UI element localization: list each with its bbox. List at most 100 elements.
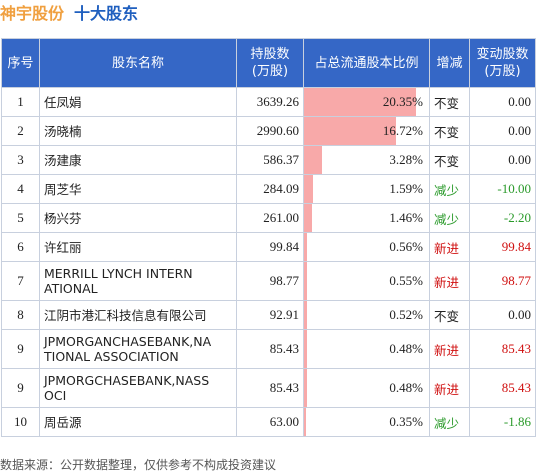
shareholder-name: 江阴市港汇科技信息有限公司 (39, 300, 237, 330)
row-seq: 10 (1, 407, 40, 437)
header-seq: 序号 (1, 38, 40, 88)
shares-held: 586.37 (236, 145, 304, 175)
change-amount: 85.43 (469, 329, 536, 369)
shareholder-name-line1: JPMORGCHASEBANK,NASS (44, 373, 210, 388)
ratio-value: 0.55% (389, 273, 423, 288)
ratio-cell: 16.72% (303, 116, 430, 146)
row-seq: 9 (1, 368, 40, 408)
shareholder-name: 周芝华 (39, 174, 237, 204)
shares-held: 284.09 (236, 174, 304, 204)
ratio-value: 20.35% (382, 94, 423, 109)
header-delta-line2: (万股) (484, 64, 521, 79)
row-seq: 6 (1, 232, 40, 262)
row-seq: 5 (1, 203, 40, 233)
ratio-bar (304, 146, 323, 174)
table-row: 4 周芝华 284.09 1.59% 减少 -10.00 (1, 174, 536, 204)
table-row: 5 杨兴芬 261.00 1.46% 减少 -2.20 (1, 203, 536, 233)
change-status: 减少 (429, 407, 470, 437)
ratio-cell: 0.52% (303, 300, 430, 330)
table-row: 10 周岳源 63.00 0.35% 减少 -1.86 (1, 407, 536, 437)
shares-held: 3639.26 (236, 87, 304, 117)
header-shares: 持股数 (万股) (236, 38, 304, 88)
shareholder-name: 周岳源 (39, 407, 237, 437)
table-row: 9 JPMORGANCHASEBANK,NA TIONAL ASSOCIATION 8… (1, 329, 536, 369)
shares-held: 261.00 (236, 203, 304, 233)
ratio-cell: 0.55% (303, 261, 430, 301)
shares-held: 98.77 (236, 261, 304, 301)
header-delta-line1: 变动股数 (476, 47, 529, 62)
ratio-value: 0.52% (389, 307, 423, 322)
change-status: 新进 (429, 261, 470, 301)
change-amount: -10.00 (469, 174, 536, 204)
ratio-cell: 3.28% (303, 145, 430, 175)
shareholder-name-line2: ATIONAL (44, 281, 98, 296)
ratio-bar (304, 175, 313, 203)
page-title: 神宇股份 十大股东 (0, 0, 138, 28)
ratio-value: 3.28% (389, 152, 423, 167)
row-seq: 1 (1, 87, 40, 117)
row-seq: 9 (1, 329, 40, 369)
ratio-value: 1.59% (389, 181, 423, 196)
shareholder-name: 汤晓楠 (39, 116, 237, 146)
ratio-cell: 0.35% (303, 407, 430, 437)
ratio-bar (304, 262, 308, 300)
table-row: 6 许红丽 99.84 0.56% 新进 99.84 (1, 232, 536, 262)
change-amount: 99.84 (469, 232, 536, 262)
ratio-bar (304, 204, 313, 232)
change-amount: 0.00 (469, 116, 536, 146)
data-source-note: 数据来源：公开数据整理，仅供参考不构成投资建议 (0, 458, 277, 472)
table-row: 1 任凤娟 3639.26 20.35% 不变 0.00 (1, 87, 536, 117)
header-change: 增减 (429, 38, 470, 88)
ratio-value: 0.48% (389, 380, 423, 395)
shares-held: 63.00 (236, 407, 304, 437)
change-status: 不变 (429, 87, 470, 117)
shareholder-name: MERRILL LYNCH INTERN ATIONAL (39, 261, 237, 301)
shares-held: 85.43 (236, 368, 304, 408)
table-row: 2 汤晓楠 2990.60 16.72% 不变 0.00 (1, 116, 536, 146)
change-amount: 0.00 (469, 300, 536, 330)
shareholder-name-line1: JPMORGANCHASEBANK,NA (44, 334, 212, 349)
ratio-value: 16.72% (382, 123, 423, 138)
ratio-bar (304, 408, 306, 436)
ratio-value: 0.35% (389, 414, 423, 429)
header-delta: 变动股数 (万股) (469, 38, 536, 88)
shareholder-name-line1: MERRILL LYNCH INTERN (44, 266, 193, 281)
shares-held: 99.84 (236, 232, 304, 262)
row-seq: 7 (1, 261, 40, 301)
shareholder-name: JPMORGANCHASEBANK,NA TIONAL ASSOCIATION (39, 329, 237, 369)
ratio-bar (304, 330, 307, 368)
shares-held: 92.91 (236, 300, 304, 330)
change-status: 不变 (429, 300, 470, 330)
change-amount: -2.20 (469, 203, 536, 233)
ratio-bar (304, 369, 307, 407)
ratio-bar (304, 301, 307, 329)
ratio-bar (304, 117, 397, 145)
change-status: 减少 (429, 203, 470, 233)
header-shares-line1: 持股数 (250, 47, 290, 62)
change-amount: 0.00 (469, 145, 536, 175)
table-row: 7 MERRILL LYNCH INTERN ATIONAL 98.77 0.55% 新进… (1, 261, 536, 301)
table-row: 9 JPMORGCHASEBANK,NASS OCI 85.43 0.48% 新进 85.4… (1, 368, 536, 408)
row-seq: 8 (1, 300, 40, 330)
company-name: 神宇股份 (0, 4, 65, 23)
shares-held: 85.43 (236, 329, 304, 369)
change-amount: 0.00 (469, 87, 536, 117)
change-status: 不变 (429, 145, 470, 175)
change-status: 新进 (429, 232, 470, 262)
change-amount: 85.43 (469, 368, 536, 408)
change-status: 新进 (429, 368, 470, 408)
shareholder-name: 任凤娟 (39, 87, 237, 117)
section-title: 十大股东 (74, 4, 139, 23)
ratio-cell: 0.48% (303, 329, 430, 369)
header-shares-line2: (万股) (251, 64, 289, 79)
shares-held: 2990.60 (236, 116, 304, 146)
row-seq: 2 (1, 116, 40, 146)
ratio-cell: 1.46% (303, 203, 430, 233)
ratio-value: 0.48% (389, 341, 423, 356)
row-seq: 3 (1, 145, 40, 175)
ratio-bar (304, 233, 308, 261)
shareholder-name: JPMORGCHASEBANK,NASS OCI (39, 368, 237, 408)
change-amount: 98.77 (469, 261, 536, 301)
shareholder-name: 许红丽 (39, 232, 237, 262)
shareholder-name: 杨兴芬 (39, 203, 237, 233)
